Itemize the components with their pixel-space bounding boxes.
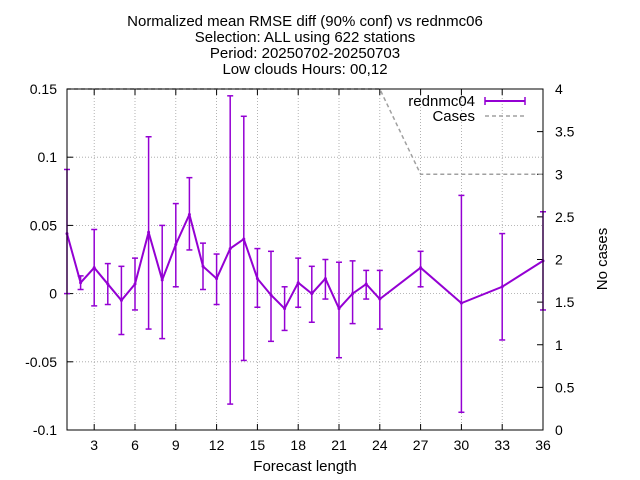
data-point — [228, 247, 232, 251]
title-line-1: Normalized mean RMSE diff (90% conf) vs … — [127, 13, 483, 30]
data-point — [255, 277, 259, 281]
tick-marks — [67, 88, 544, 431]
y-tick-label: 0.05 — [30, 217, 57, 233]
data-point — [269, 293, 273, 297]
rednmc04-line — [66, 211, 544, 311]
y-tick-label: 0.1 — [38, 149, 58, 165]
y-tick-label: 0 — [49, 286, 57, 302]
plot-frame — [66, 88, 544, 431]
data-point — [378, 297, 382, 301]
x-tick-labels: 3 6 9 12 15 18 21 24 27 30 33 36 — [90, 437, 551, 453]
data-point — [215, 277, 219, 281]
x-tick-label: 27 — [413, 437, 429, 453]
data-point — [187, 212, 191, 216]
data-point — [296, 281, 300, 285]
data-point — [106, 282, 110, 286]
data-point — [174, 242, 178, 246]
data-point — [201, 264, 205, 268]
y-tick-label: -0.1 — [33, 422, 57, 438]
y2-axis-label: No cases — [594, 228, 611, 291]
data-point — [351, 292, 355, 296]
data-point — [364, 282, 368, 286]
data-point — [92, 266, 96, 270]
x-tick-label: 6 — [131, 437, 139, 453]
x-tick-label: 30 — [454, 437, 470, 453]
data-point — [283, 307, 287, 311]
x-tick-label: 24 — [372, 437, 388, 453]
y-tick-label: -0.05 — [25, 354, 57, 370]
legend-sample-rednmc04 — [484, 97, 526, 105]
x-tick-label: 15 — [250, 437, 266, 453]
y-tick-label: 0.15 — [30, 81, 57, 97]
y2-tick-label: 0.5 — [555, 379, 575, 395]
y2-tick-label: 0 — [555, 422, 563, 438]
title-line-4: Low clouds Hours: 00,12 — [222, 61, 387, 78]
x-tick-label: 18 — [290, 437, 306, 453]
series-rednmc04 — [64, 95, 546, 414]
data-point — [133, 282, 137, 286]
x-tick-label: 21 — [331, 437, 347, 453]
title-line-2: Selection: ALL using 622 stations — [195, 29, 415, 46]
y-tick-labels: -0.1 -0.05 0 0.05 0.1 0.15 — [25, 81, 57, 438]
data-point — [337, 307, 341, 311]
grid — [67, 89, 543, 430]
y2-tick-label: 3.5 — [555, 124, 575, 140]
y2-tick-labels: 0 0.5 1 1.5 2 2.5 3 3.5 4 — [555, 81, 575, 438]
y2-tick-label: 3 — [555, 166, 563, 182]
x-axis-label: Forecast length — [253, 458, 356, 475]
data-point — [310, 292, 314, 296]
data-point — [500, 285, 504, 289]
data-point — [119, 298, 123, 302]
data-point — [242, 237, 246, 241]
x-tick-label: 12 — [209, 437, 225, 453]
data-point — [79, 281, 83, 285]
data-point — [160, 278, 164, 282]
x-tick-label: 9 — [172, 437, 180, 453]
data-point — [459, 301, 463, 305]
y2-tick-label: 1.5 — [555, 294, 575, 310]
legend: rednmc04 Cases — [408, 93, 526, 125]
title-line-3: Period: 20250702-20250703 — [210, 45, 400, 62]
y2-tick-label: 2 — [555, 252, 563, 268]
x-tick-label: 36 — [535, 437, 551, 453]
legend-label-cases: Cases — [432, 108, 475, 125]
legend-label-rednmc04: rednmc04 — [408, 93, 475, 110]
y2-tick-label: 1 — [555, 337, 563, 353]
data-point — [323, 277, 327, 281]
data-point — [419, 266, 423, 270]
x-tick-label: 33 — [494, 437, 510, 453]
chart-title: Normalized mean RMSE diff (90% conf) vs … — [127, 13, 483, 78]
y2-tick-label: 2.5 — [555, 209, 575, 225]
y2-tick-label: 4 — [555, 81, 563, 97]
x-tick-label: 3 — [90, 437, 98, 453]
data-point — [147, 230, 151, 234]
